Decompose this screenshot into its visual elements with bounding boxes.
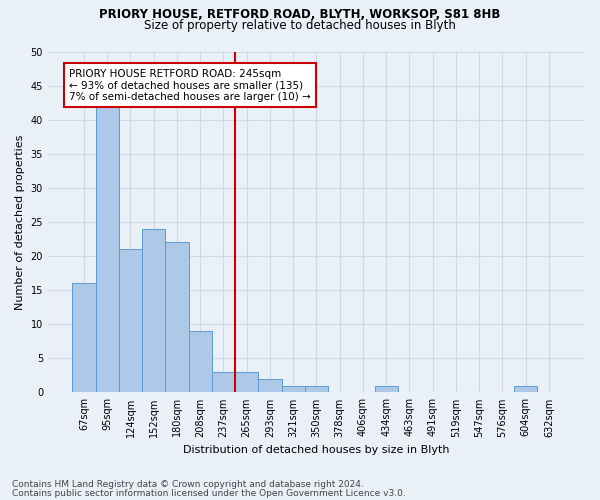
Text: Size of property relative to detached houses in Blyth: Size of property relative to detached ho… [144,18,456,32]
Bar [235,372,259,392]
Bar [166,242,188,392]
X-axis label: Distribution of detached houses by size in Blyth: Distribution of detached houses by size … [183,445,450,455]
Text: Contains HM Land Registry data © Crown copyright and database right 2024.: Contains HM Land Registry data © Crown c… [12,480,364,489]
Bar [188,331,212,392]
Bar [514,386,538,392]
Bar [119,249,142,392]
Bar [281,386,305,392]
Bar [73,284,95,393]
Bar [259,379,281,392]
Bar [95,106,119,393]
Text: Contains public sector information licensed under the Open Government Licence v3: Contains public sector information licen… [12,488,406,498]
Text: PRIORY HOUSE RETFORD ROAD: 245sqm
← 93% of detached houses are smaller (135)
7% : PRIORY HOUSE RETFORD ROAD: 245sqm ← 93% … [70,68,311,102]
Text: PRIORY HOUSE, RETFORD ROAD, BLYTH, WORKSOP, S81 8HB: PRIORY HOUSE, RETFORD ROAD, BLYTH, WORKS… [100,8,500,20]
Bar [142,229,166,392]
Bar [212,372,235,392]
Y-axis label: Number of detached properties: Number of detached properties [15,134,25,310]
Bar [305,386,328,392]
Bar [374,386,398,392]
